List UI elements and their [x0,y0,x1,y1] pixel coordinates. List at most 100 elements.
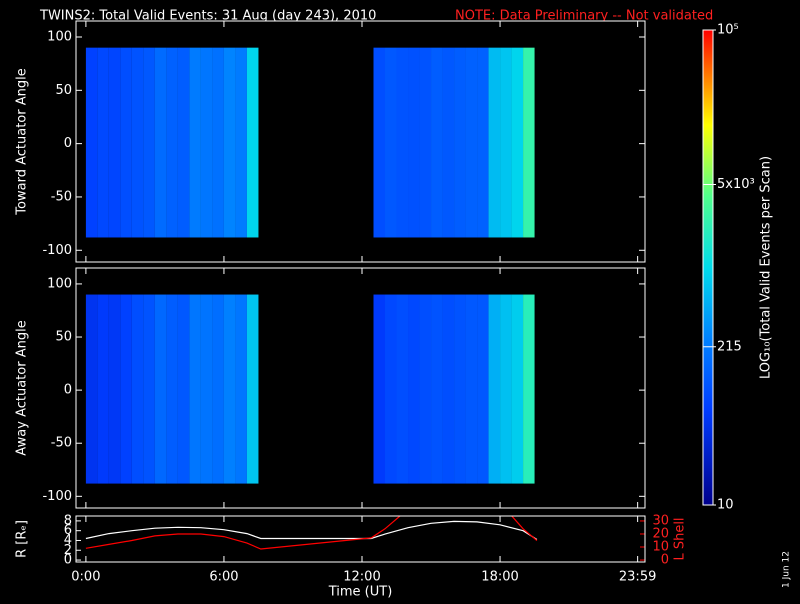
x-tick-label: 0:00 [71,570,100,585]
chart-title: TWINS2: Total Valid Events: 31 Aug (day … [39,9,376,24]
heatmap-cell [166,47,178,238]
heatmap-cell [454,47,466,238]
colorbar-tick-label: 215 [717,339,742,354]
line-series [85,520,538,541]
heatmap-cell [373,47,386,238]
heatmap-cell [465,294,478,484]
heatmap-cell [246,294,259,484]
heatmap-cell [511,47,524,238]
y-tick-label: 100 [47,29,72,44]
y-tick-label: -100 [42,243,72,258]
y-tick-label: 0 [64,383,72,398]
heatmap-cell [166,294,178,484]
line-series [85,516,538,550]
heatmap-cell [108,47,121,238]
plot-frame [75,267,646,509]
heatmap-cell [442,294,455,484]
heatmap-cell [223,294,236,484]
colorbar-tick-label: 10 [717,498,734,513]
colorbar-tick-label: 10⁵ [717,23,739,38]
heatmap-cell [85,294,98,484]
heatmap-cell [419,294,432,484]
colorbar [702,29,714,506]
heatmap-cell [523,294,535,484]
date-annotation: 1 Jun 12 [782,551,792,588]
plot-frame [75,20,646,263]
colorbar-label: LOG₁₀(Total Valid Events per Scan) [759,156,774,379]
heatmap-cell [235,294,247,484]
y-tick-label: -50 [51,189,72,204]
heatmap-cell [408,294,420,484]
heatmap-cell [189,47,201,238]
heatmap-cell [143,47,155,238]
heatmap-cell [454,294,466,484]
heatmap-cell [246,47,259,238]
y-axis-label: R [Rₑ] [15,520,30,558]
y-axis-label: Toward Actuator Angle [15,68,30,215]
heatmap-cell [396,294,409,484]
y-tick-label: 2 [64,543,72,558]
heatmap-cell [200,47,213,238]
heatmap-cell [385,294,397,484]
heatmap-cell [108,294,121,484]
y-tick-label: 6 [64,523,72,538]
heatmap-cell [511,294,524,484]
heatmap-cell [131,294,144,484]
y2-axis-label: L Shell [673,517,688,560]
heatmap-cell [465,47,478,238]
y-tick-label: -50 [51,436,72,451]
y2-tick-label: 30 [652,513,669,528]
heatmap-cell [212,294,224,484]
heatmap-cell [419,47,432,238]
heatmap-cell [212,47,224,238]
heatmap-cell [235,47,247,238]
x-tick-label: 12:00 [343,570,380,585]
heatmap-cell [523,47,535,238]
x-axis-label: Time (UT) [328,585,393,600]
heatmap-cell [223,47,236,238]
heatmap-cell [97,294,109,484]
x-tick-label: 23:59 [619,570,656,585]
y-tick-label: 100 [47,276,72,291]
y-tick-label: -100 [42,489,72,504]
heatmap-cell [500,294,512,484]
y-axis-label: Away Actuator Angle [15,320,30,455]
x-tick-label: 6:00 [209,570,238,585]
heatmap-cell [477,294,489,484]
y-tick-label: 0 [64,136,72,151]
colorbar-tick-label: 5x10³ [717,177,755,192]
heatmap-cell [97,47,109,238]
chart-subtitle: NOTE: Data Preliminary -- Not validated [455,9,713,24]
heatmap-cell [120,47,132,238]
y2-tick-label: 0 [661,553,669,568]
y-tick-label: 50 [55,83,72,98]
heatmap-cell [177,47,190,238]
y-tick-label: 8 [64,513,72,528]
heatmap-cell [85,47,98,238]
x-tick-label: 18:00 [481,570,518,585]
heatmap-cell [154,294,167,484]
heatmap-cell [488,294,501,484]
y-tick-label: 0 [64,553,72,568]
heatmap-cell [431,294,443,484]
heatmap-cell [385,47,397,238]
heatmap-cell [177,294,190,484]
heatmap-cell [373,294,386,484]
heatmap-cell [500,47,512,238]
heatmap-cell [431,47,443,238]
heatmap-cell [408,47,420,238]
plot-frame [75,515,646,563]
heatmap-cell [488,47,501,238]
heatmap-cell [189,294,201,484]
heatmap-cell [442,47,455,238]
y-tick-label: 4 [64,533,72,548]
heatmap-cell [396,47,409,238]
heatmap-cell [131,47,144,238]
heatmap-cell [120,294,132,484]
heatmap-cell [154,47,167,238]
y2-tick-label: 10 [652,540,669,555]
heatmap-cell [143,294,155,484]
heatmap-cell [200,294,213,484]
y2-tick-label: 20 [652,526,669,541]
